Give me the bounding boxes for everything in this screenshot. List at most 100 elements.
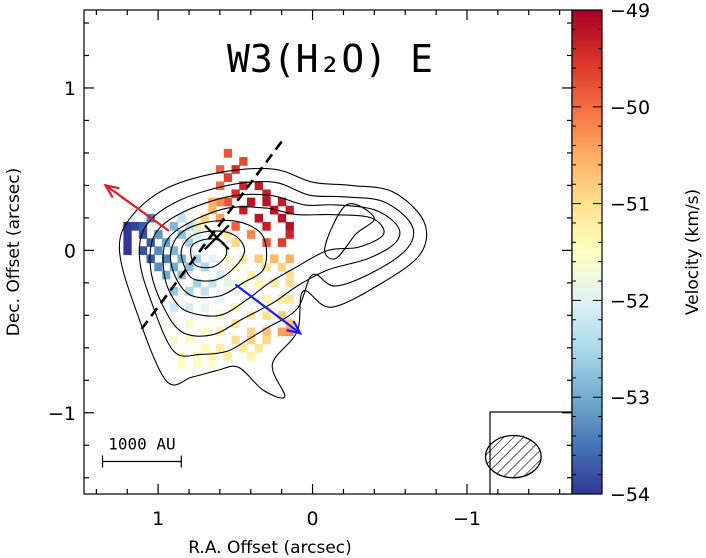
velocity-pixel xyxy=(185,262,194,272)
velocity-pixel xyxy=(216,270,225,280)
velocity-pixel xyxy=(216,165,225,174)
velocity-pixel xyxy=(185,238,194,247)
y-axis-label: Dec. Offset (arcsec) xyxy=(4,168,24,337)
velocity-pixel xyxy=(262,189,271,199)
velocity-pixel xyxy=(223,254,233,264)
velocity-pixel xyxy=(200,286,209,296)
velocity-pixel xyxy=(277,197,287,207)
velocity-pixel xyxy=(254,254,263,264)
velocity-pixel xyxy=(285,254,294,264)
x-tick-label: 1 xyxy=(152,508,164,530)
velocity-pixel xyxy=(200,303,209,312)
velocity-pixel xyxy=(131,221,140,231)
colorbar-tick-label: −52 xyxy=(610,290,650,312)
velocity-pixel xyxy=(185,319,194,329)
velocity-pixel xyxy=(185,286,194,296)
velocity-pixel xyxy=(239,205,248,215)
velocity-pixel xyxy=(200,327,209,337)
velocity-pixel xyxy=(239,181,248,191)
velocity-pixel xyxy=(254,181,263,191)
velocity-pixel xyxy=(223,351,233,361)
velocity-pixel xyxy=(185,303,194,312)
velocity-pixel xyxy=(231,189,240,199)
colorbar xyxy=(571,9,603,495)
redshifted-arrow xyxy=(104,184,170,232)
velocity-pixel xyxy=(200,213,209,223)
velocity-pixel xyxy=(270,278,279,288)
velocity-pixel xyxy=(123,246,132,256)
velocity-pixel xyxy=(262,335,271,345)
velocity-pixel xyxy=(262,311,271,321)
velocity-pixel xyxy=(138,246,148,256)
velocity-pixel xyxy=(254,213,263,223)
y-tick-label: 1 xyxy=(64,78,76,100)
center-marker xyxy=(204,224,230,251)
chart-title: W3(H₂O) E xyxy=(227,37,433,81)
velocity-pixel xyxy=(277,295,287,304)
velocity-pixel xyxy=(200,262,209,272)
velocity-pixel xyxy=(262,295,271,304)
velocity-pixel xyxy=(192,230,202,239)
velocity-pixel xyxy=(246,335,256,345)
scale-bar: 1000 AU xyxy=(101,435,182,468)
annotations-overlay xyxy=(103,140,303,335)
velocity-pixel xyxy=(208,360,217,369)
velocity-pixel xyxy=(231,335,240,345)
velocity-pixel xyxy=(200,343,209,353)
velocity-pixel xyxy=(285,278,294,288)
velocity-pixel xyxy=(285,319,294,329)
velocity-pixel xyxy=(262,238,271,247)
velocity-pixel xyxy=(223,173,233,182)
colorbar-tick-label: −53 xyxy=(610,387,650,409)
velocity-pixel xyxy=(246,230,256,239)
x-tick-label: −1 xyxy=(453,508,481,530)
velocity-pixel xyxy=(231,238,240,247)
velocity-pixel xyxy=(208,197,217,207)
velocity-pixel xyxy=(169,246,179,256)
velocity-pixel xyxy=(231,165,240,174)
x-tick-label: 0 xyxy=(307,508,319,530)
velocity-pixel xyxy=(216,213,225,223)
velocity-pixel xyxy=(169,221,179,231)
velocity-pixel xyxy=(223,230,233,239)
velocity-pixel xyxy=(192,278,202,288)
velocity-pixel xyxy=(231,319,240,329)
velocity-pixel xyxy=(154,230,163,239)
contour-line xyxy=(324,203,375,260)
velocity-pixel xyxy=(239,156,248,166)
velocity-pixel xyxy=(154,246,163,256)
velocity-pixel xyxy=(231,221,240,231)
velocity-pixel xyxy=(246,295,256,304)
velocity-pixel xyxy=(177,213,186,223)
velocity-pixel xyxy=(262,327,271,337)
velocity-pixel xyxy=(138,230,148,239)
velocity-pixel xyxy=(185,221,194,231)
velocity-pixel xyxy=(161,254,171,264)
velocity-pixel xyxy=(285,295,294,304)
velocity-pixel xyxy=(169,262,179,272)
velocity-pixel xyxy=(246,311,256,321)
velocity-pixel xyxy=(146,238,155,247)
velocity-pixel xyxy=(223,278,233,288)
velocity-pixel xyxy=(277,213,287,223)
velocity-pixel xyxy=(192,254,202,264)
velocity-pixel xyxy=(285,230,294,239)
contour-line xyxy=(162,206,385,317)
velocity-pixel xyxy=(231,286,240,296)
velocity-pixel xyxy=(200,238,209,247)
colorbar-tick-label: −54 xyxy=(610,484,650,506)
velocity-pixel xyxy=(262,221,271,231)
velocity-pixel xyxy=(277,238,287,247)
velocity-pixel xyxy=(270,205,279,215)
velocity-pixel xyxy=(216,197,225,207)
velocity-pixel xyxy=(154,262,163,272)
velocity-pixel xyxy=(208,351,217,361)
y-tick-label: −1 xyxy=(48,403,76,425)
blueshifted-arrow-head xyxy=(286,320,303,335)
velocity-pixel xyxy=(123,238,132,247)
colorbar-tick-label: −51 xyxy=(610,194,650,216)
velocity-pixel xyxy=(185,335,194,345)
velocity-pixel xyxy=(277,311,287,321)
y-tick-label: 0 xyxy=(64,240,76,262)
